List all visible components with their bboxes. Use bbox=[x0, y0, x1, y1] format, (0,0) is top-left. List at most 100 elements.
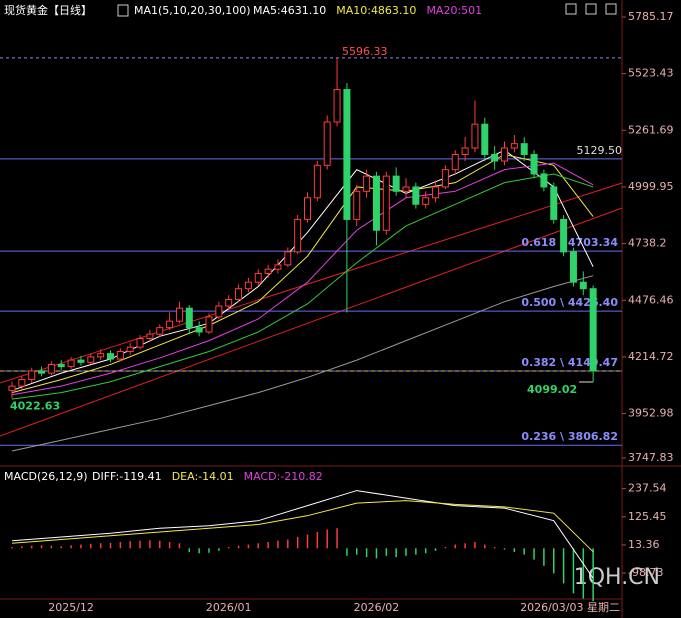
y-tick-label: 4476.46 bbox=[628, 293, 674, 306]
candle-body bbox=[146, 333, 154, 339]
candle-body bbox=[579, 281, 587, 290]
candle-body bbox=[166, 320, 174, 329]
icon[interactable] bbox=[117, 4, 129, 17]
candle-body bbox=[501, 147, 508, 162]
ma-line bbox=[11, 275, 594, 452]
candle-body bbox=[372, 175, 380, 231]
candle-body bbox=[225, 299, 233, 307]
candle-body bbox=[185, 307, 193, 329]
trend-line bbox=[0, 182, 623, 384]
candle-body bbox=[8, 385, 16, 391]
legend-entry: DEA:-14.01 bbox=[172, 470, 234, 483]
icon[interactable] bbox=[565, 3, 577, 15]
candle-body bbox=[116, 350, 124, 360]
candle-body bbox=[569, 251, 577, 283]
ma-line bbox=[11, 162, 594, 396]
icon[interactable] bbox=[605, 3, 617, 15]
candle-body bbox=[510, 143, 518, 149]
candle-body bbox=[77, 359, 85, 363]
macd-line bbox=[11, 490, 594, 579]
y2-tick-label: 125.45 bbox=[628, 510, 667, 523]
candle-body bbox=[550, 186, 558, 220]
candle-body bbox=[87, 356, 95, 363]
legend-entry: MA20:501 bbox=[426, 4, 482, 17]
candle-body bbox=[304, 197, 311, 220]
trend-line bbox=[0, 207, 623, 437]
candle-body bbox=[67, 359, 75, 368]
candle-body bbox=[363, 175, 371, 192]
level-label: 0.382 \ 4149.47 bbox=[521, 356, 618, 369]
candle-body bbox=[18, 379, 26, 387]
level-label: 0.618 \ 4703.34 bbox=[521, 236, 618, 249]
candle-body bbox=[402, 186, 410, 192]
macd-title: MACD(26,12,9) bbox=[4, 470, 88, 483]
candle-body bbox=[471, 123, 479, 149]
candle-body bbox=[313, 164, 321, 199]
y-tick-label: 5785.17 bbox=[628, 10, 674, 23]
candle-body bbox=[432, 186, 440, 199]
candle-body bbox=[38, 370, 46, 374]
y-tick-label: 3952.98 bbox=[628, 407, 674, 420]
level-label: 0.500 \ 4426.40 bbox=[521, 296, 618, 309]
y-tick-label: 5261.69 bbox=[628, 123, 674, 136]
candle-body bbox=[343, 89, 351, 220]
candle-body bbox=[589, 288, 597, 372]
candle-body bbox=[264, 268, 272, 275]
macd-line bbox=[11, 500, 594, 553]
low-label: 4099.02 bbox=[527, 383, 577, 396]
candle-body bbox=[195, 327, 203, 333]
candle-body bbox=[382, 175, 390, 231]
icon[interactable] bbox=[585, 3, 597, 15]
candle-body bbox=[461, 147, 469, 155]
candle-body bbox=[333, 89, 341, 123]
ma-line bbox=[11, 173, 594, 400]
legend-entry: MACD:-210.82 bbox=[244, 470, 323, 483]
candle-body bbox=[254, 273, 262, 283]
candle-body bbox=[530, 153, 538, 175]
legend-entry: MA5:4631.10 bbox=[253, 4, 326, 17]
y-tick-label: 5523.43 bbox=[628, 67, 674, 80]
candle-body bbox=[540, 173, 548, 188]
ma-title: MA1(5,10,20,30,100) bbox=[134, 4, 251, 17]
candle-body bbox=[451, 153, 459, 171]
x-tick-label: 2026/03/03 星期二 bbox=[520, 601, 620, 614]
candle-body bbox=[97, 353, 105, 358]
candle-body bbox=[323, 121, 331, 166]
candle-body bbox=[560, 218, 568, 253]
candle-body bbox=[244, 281, 252, 290]
candle-body bbox=[136, 337, 144, 348]
y2-tick-label: 237.54 bbox=[628, 482, 667, 495]
level-label: 0.236 \ 3806.82 bbox=[521, 430, 618, 443]
candle-body bbox=[47, 363, 55, 374]
candle-body bbox=[481, 123, 489, 155]
low-label: 4022.63 bbox=[10, 400, 60, 413]
candle-body bbox=[57, 363, 65, 368]
x-tick-label: 2025/12 bbox=[48, 601, 94, 614]
candle-body bbox=[412, 186, 420, 205]
x-tick-label: 2026/02 bbox=[354, 601, 400, 614]
candle-body bbox=[491, 153, 499, 162]
x-tick-label: 2026/01 bbox=[206, 601, 252, 614]
candle-body bbox=[175, 307, 183, 322]
watermark: 1QH.CN bbox=[574, 565, 660, 590]
legend-entry: DIFF:-119.41 bbox=[92, 470, 162, 483]
legend-entry: MA10:4863.10 bbox=[336, 4, 416, 17]
candle-body bbox=[235, 288, 243, 301]
candle-body bbox=[392, 175, 400, 192]
high-label: 5596.33 bbox=[342, 45, 388, 58]
candle-body bbox=[107, 353, 114, 360]
candle-body bbox=[156, 327, 164, 335]
y2-tick-label: 13.36 bbox=[628, 538, 660, 551]
candle-body bbox=[274, 264, 282, 270]
y-tick-label: 4999.95 bbox=[628, 180, 674, 193]
candle-body bbox=[441, 169, 449, 188]
candle-body bbox=[353, 190, 361, 220]
y-tick-label: 3747.83 bbox=[628, 451, 674, 464]
y-tick-label: 4738.2 bbox=[628, 237, 667, 250]
candle-body bbox=[205, 316, 213, 333]
candle-body bbox=[215, 305, 223, 318]
candle-body bbox=[520, 143, 528, 155]
y2-tick-label: -98.73 bbox=[628, 566, 663, 579]
candle-body bbox=[294, 218, 302, 253]
